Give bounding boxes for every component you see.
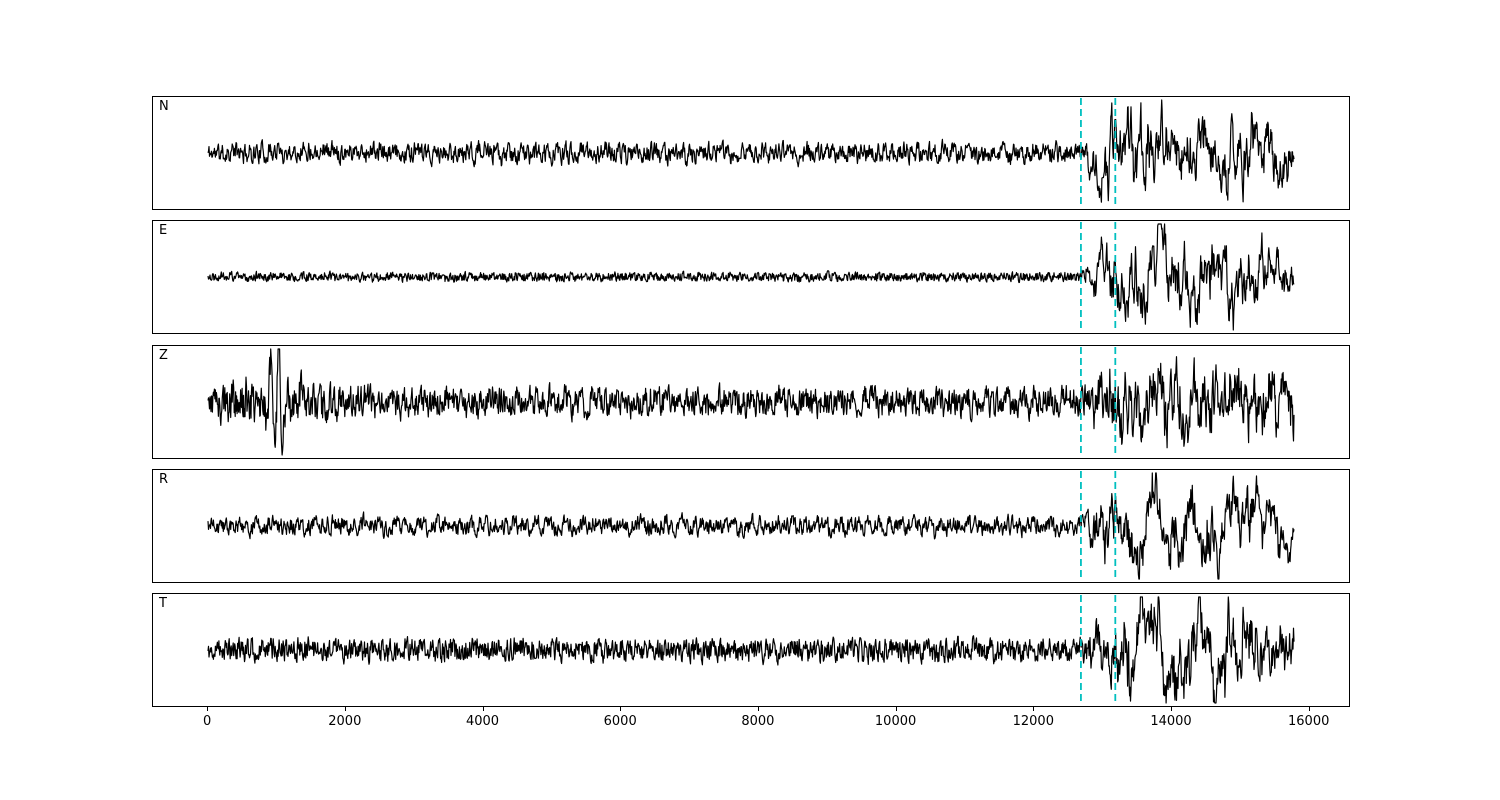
x-tick-mark — [1308, 707, 1310, 711]
x-tick-label: 16000 — [1288, 714, 1330, 729]
x-tick-label: 8000 — [741, 714, 775, 729]
x-tick-label: 2000 — [328, 714, 362, 729]
trace-label-r: R — [159, 472, 169, 487]
waveform-trace-r — [207, 472, 1295, 580]
x-tick-mark — [207, 707, 209, 711]
x-tick-label: 14000 — [1150, 714, 1192, 729]
x-tick-label: 4000 — [465, 714, 500, 729]
waveform-canvas-r — [207, 471, 1295, 581]
waveform-canvas-z — [207, 347, 1295, 457]
waveform-trace-n — [207, 99, 1295, 203]
x-tick-label: 0 — [202, 714, 212, 729]
x-tick-mark — [482, 707, 484, 711]
subplot-trace-n: N — [152, 96, 1350, 210]
waveform-canvas-n — [207, 98, 1295, 208]
x-tick-mark — [757, 707, 759, 711]
x-tick-mark — [620, 707, 622, 711]
x-tick-mark — [1033, 707, 1035, 711]
waveform-trace-e — [207, 223, 1295, 331]
subplot-trace-z: Z — [152, 345, 1350, 459]
trace-label-n: N — [159, 99, 169, 114]
subplot-trace-t: T — [152, 593, 1350, 707]
x-tick-label: 6000 — [603, 714, 637, 729]
trace-label-e: E — [159, 223, 168, 238]
waveform-canvas-e — [207, 222, 1295, 332]
waveform-trace-z — [207, 348, 1295, 456]
x-tick-mark — [1171, 707, 1172, 711]
x-tick-mark — [895, 707, 897, 711]
waveform-trace-t — [207, 596, 1295, 704]
subplot-trace-e: E — [152, 220, 1350, 334]
trace-label-z: Z — [159, 348, 168, 363]
x-tick-mark — [344, 707, 346, 711]
waveform-canvas-t — [207, 595, 1295, 705]
trace-label-t: T — [159, 596, 167, 611]
subplot-trace-r: R — [152, 469, 1350, 583]
x-tick-label: 10000 — [874, 714, 917, 729]
x-tick-label: 12000 — [1012, 714, 1054, 729]
